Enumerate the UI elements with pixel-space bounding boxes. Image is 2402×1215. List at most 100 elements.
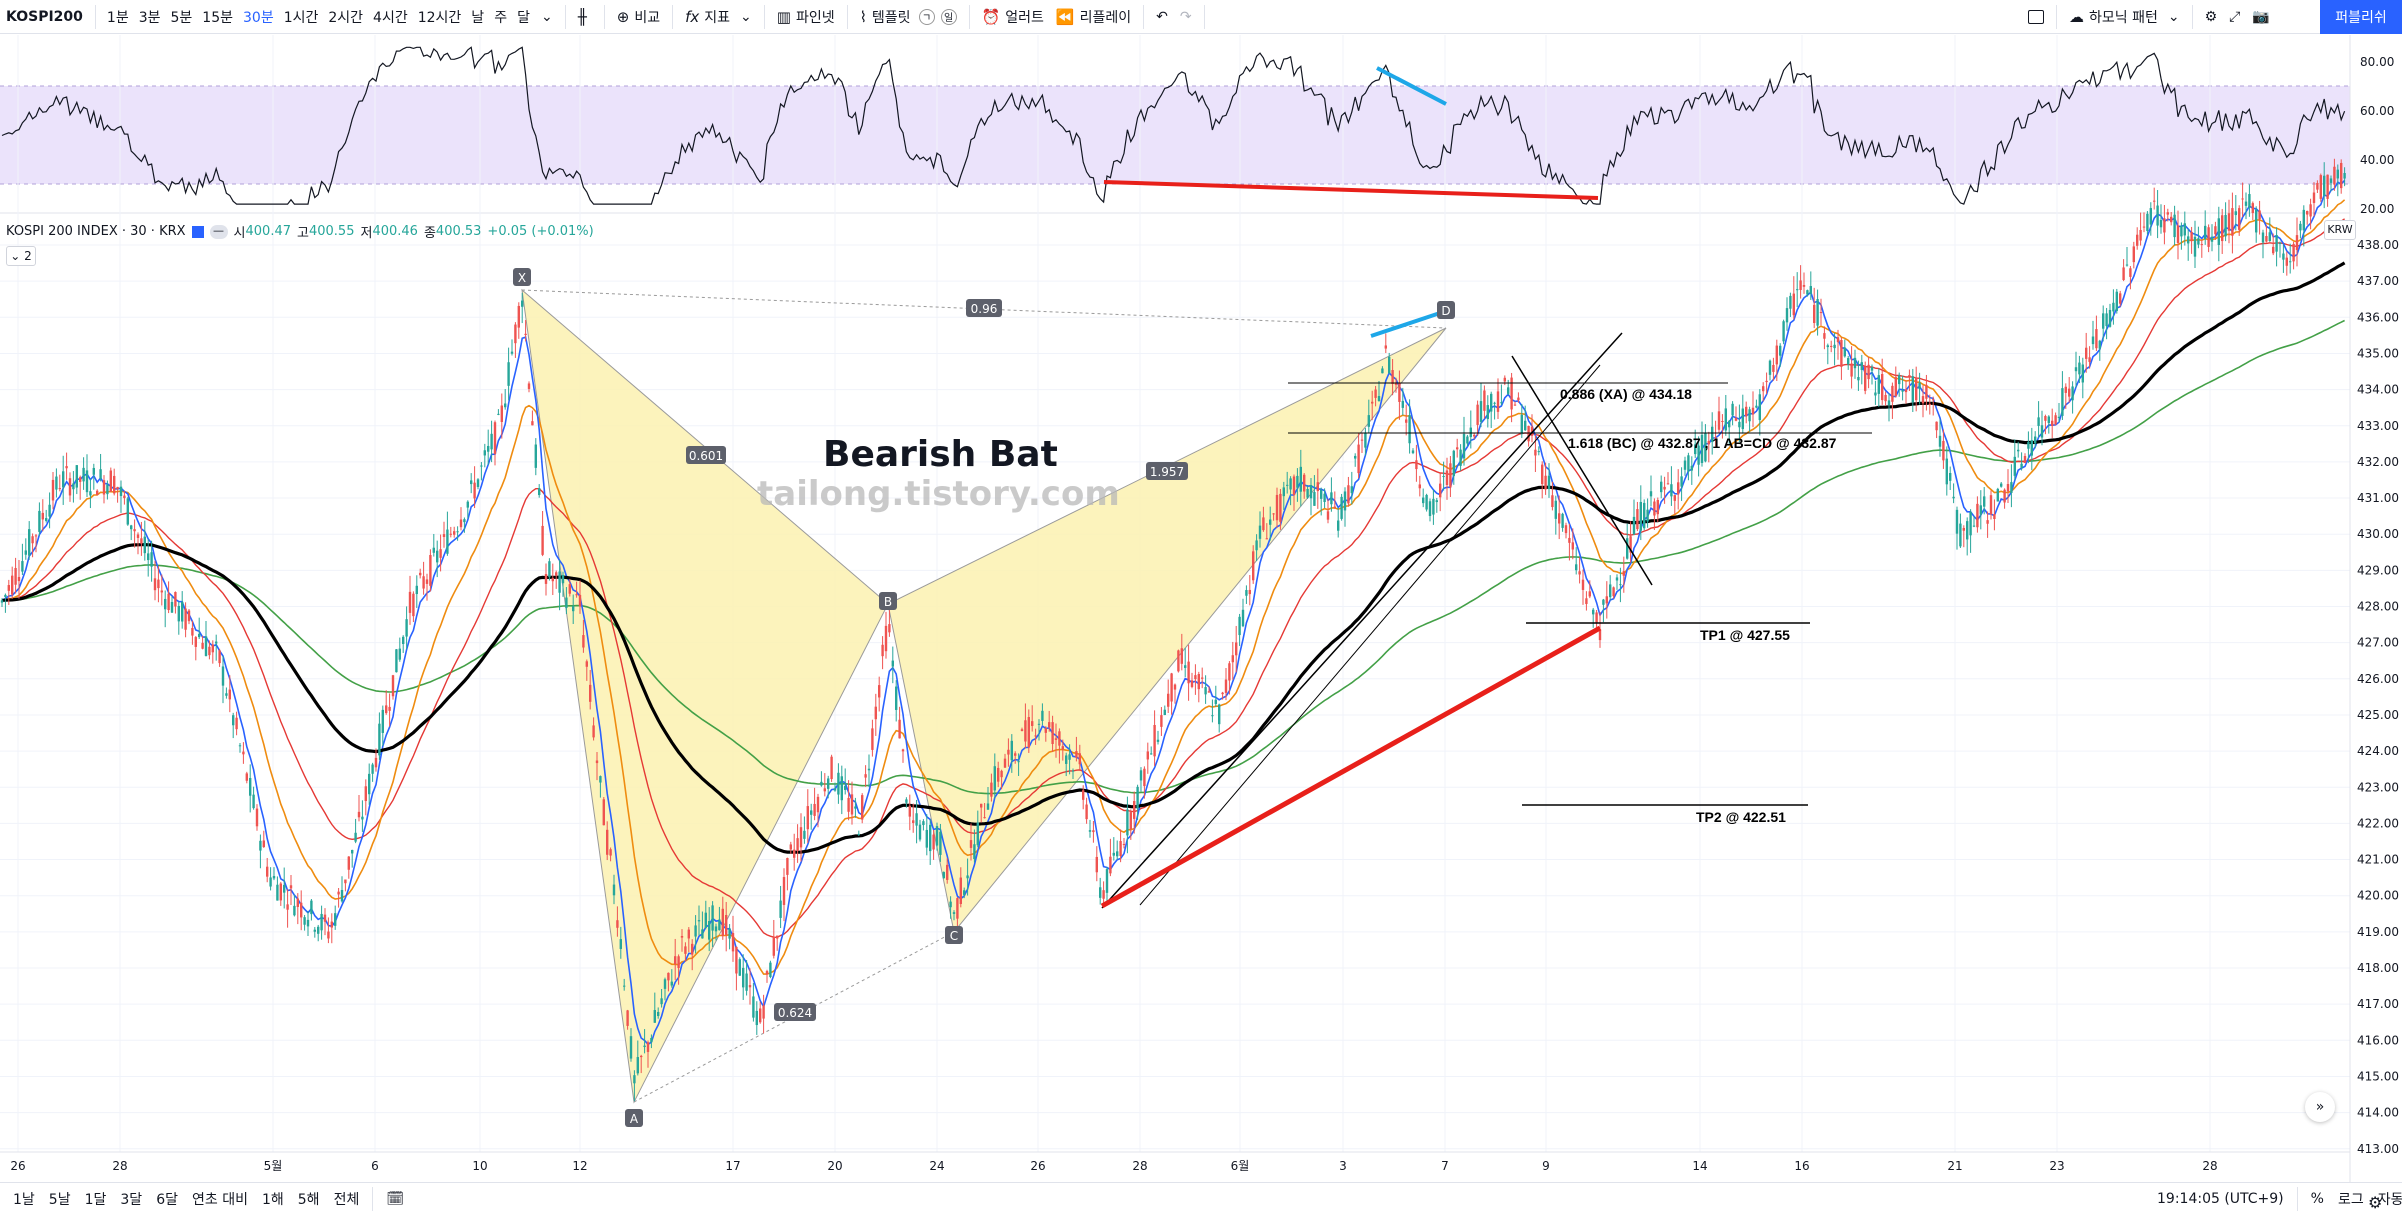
timeframe-9[interactable]: 날	[471, 9, 485, 26]
candle-body	[1364, 432, 1367, 448]
candle-body	[850, 794, 854, 815]
templates-button[interactable]: ⌇ 템플릿 ㄱ 일	[854, 0, 963, 34]
snapshot-button[interactable]: 📷	[2246, 0, 2275, 34]
candle-body	[442, 534, 446, 538]
trendline-1[interactable]	[1101, 332, 1623, 909]
replay-button[interactable]: ⏪ 리플레이	[1050, 0, 1137, 34]
gear-icon[interactable]: ⚙	[2368, 1193, 2383, 1212]
indicators-collapse-button[interactable]: ⌄ 2	[6, 246, 36, 266]
candle-body	[2102, 313, 2105, 329]
candle-body	[1966, 521, 1969, 540]
price-axis[interactable]: 438.00 437.00 436.00 435.00 434.00 433.00 432.…	[2357, 238, 2399, 1156]
candle-body	[2200, 244, 2203, 246]
range-1[interactable]: 5날	[48, 1192, 71, 1208]
redo-button[interactable]: ↷	[1174, 0, 1198, 34]
pine-button[interactable]: ▥ 파인넷	[771, 0, 841, 34]
support-trendline[interactable]	[1100, 625, 1602, 909]
candle-body	[140, 538, 143, 544]
log-toggle[interactable]: 로그	[2337, 1192, 2364, 1208]
candle-body	[1442, 476, 1445, 478]
timeframe-3[interactable]: 15분	[202, 9, 233, 26]
timeframe-1[interactable]: 3분	[138, 9, 161, 26]
trendline-3[interactable]	[1511, 355, 1653, 586]
candle-body	[1687, 455, 1690, 472]
candle-body	[1483, 390, 1486, 411]
range-8[interactable]: 전체	[333, 1192, 360, 1208]
range-2[interactable]: 1달	[84, 1192, 107, 1208]
range-7[interactable]: 5해	[297, 1192, 320, 1208]
range-3[interactable]: 3달	[120, 1192, 143, 1208]
timeframe-11[interactable]: 달	[517, 9, 530, 26]
candle-body	[1255, 540, 1258, 551]
timeframe-0[interactable]: 1분	[106, 9, 129, 26]
candle-body	[1456, 447, 1459, 450]
indicators-button[interactable]: fx 지표 ⌄	[679, 0, 758, 34]
timeframe-10[interactable]: 주	[494, 9, 508, 26]
timeframe-4[interactable]: 30분	[243, 9, 274, 26]
candle-body	[1772, 364, 1775, 372]
range-4[interactable]: 6달	[156, 1192, 178, 1208]
point-x-badge[interactable]: X	[513, 268, 531, 286]
hide-legend-button[interactable]: —	[209, 224, 228, 239]
scroll-to-realtime-button[interactable]: »	[2305, 1092, 2335, 1122]
point-b-badge[interactable]: B	[879, 592, 897, 610]
chart-type-button[interactable]: ╫	[572, 0, 598, 34]
harmonic-pattern-button[interactable]: ☁ 하모닉 패턴 ⌄	[2063, 0, 2186, 34]
clock-time[interactable]: 19:14:05 (UTC+9)	[2157, 1191, 2284, 1207]
timeframe-7[interactable]: 4시간	[373, 9, 408, 26]
fullscreen-layout-button[interactable]	[2022, 0, 2050, 34]
candle-body	[680, 936, 684, 938]
fullscreen-button[interactable]: ⤢	[2223, 0, 2246, 34]
timeframe-dropdown[interactable]: ⌄	[540, 8, 553, 25]
compare-button[interactable]: ⊕ 비교	[611, 0, 666, 34]
top-toolbar: KOSPI200 1분 3분 5분 15분 30분 1시간 2시간 4시간 12시간 날 주 달 ⌄ …	[0, 0, 2402, 34]
chart-canvas[interactable]: 0.886 (XA) @ 434.18 1.618 (BC) @ 432.87 …	[0, 35, 2402, 1182]
candle-body	[823, 788, 826, 792]
point-d-badge[interactable]: D	[1437, 301, 1455, 319]
candle-body	[684, 946, 687, 954]
range-0[interactable]: 1날	[13, 1192, 35, 1208]
candle-body	[558, 571, 561, 593]
auto-toggle[interactable]: 자동	[2377, 1192, 2402, 1208]
time-axis[interactable]: 26 28 5월 6 10 12 17 20 24 26 28 6월 3 7 9 14 16 21 23 28	[10, 1159, 2217, 1173]
candle-body	[963, 890, 966, 895]
candle-body	[561, 574, 565, 584]
rsi-divergence-line[interactable]	[1103, 180, 1599, 200]
candle-body	[585, 661, 588, 667]
rsi-axis[interactable]: 80.00 60.00 40.00 20.00	[2360, 55, 2394, 216]
timeframe-8[interactable]: 12시간	[417, 9, 462, 26]
currency-selector[interactable]: KRW	[2324, 220, 2356, 240]
candle-body	[1391, 370, 1394, 385]
symbol-search[interactable]: KOSPI200	[6, 8, 83, 25]
trendline-2[interactable]	[1139, 364, 1601, 906]
candle-body	[1578, 571, 1581, 575]
undo-button[interactable]: ↶	[1150, 0, 1174, 34]
candle-body	[1367, 415, 1370, 427]
publish-button[interactable]: 퍼블리쉬	[2320, 0, 2402, 34]
timeframe-5[interactable]: 1시간	[283, 9, 319, 26]
pattern-xab-triangle[interactable]	[521, 288, 889, 1104]
timeframe-6[interactable]: 2시간	[328, 9, 364, 26]
timeframe-2[interactable]: 5분	[170, 9, 193, 26]
candle-body	[1619, 584, 1622, 586]
percent-toggle[interactable]: %	[2310, 1191, 2324, 1207]
candle-body	[1527, 425, 1530, 442]
candle-body	[990, 782, 993, 797]
date-range-button[interactable]: 🗓	[379, 1191, 411, 1207]
point-a-badge[interactable]: A	[625, 1109, 643, 1127]
time-tick: 20	[827, 1159, 842, 1173]
range-6[interactable]: 1해	[261, 1192, 284, 1208]
point-c-badge[interactable]: C	[945, 926, 963, 944]
resistance-trendline[interactable]	[1370, 309, 1447, 338]
settings-button[interactable]: ⚙	[2199, 0, 2224, 34]
candle-body	[1891, 385, 1894, 402]
candle-body	[2312, 192, 2316, 203]
alert-button[interactable]: ⏰ 얼러트	[976, 0, 1050, 34]
rsi-trend-line[interactable]	[1376, 66, 1447, 106]
candle-body	[1041, 710, 1044, 721]
candle-body	[803, 830, 806, 839]
range-5[interactable]: 연초 대비	[191, 1192, 248, 1208]
candle-body	[395, 649, 398, 673]
candle-body	[738, 959, 741, 976]
candle-body	[2003, 489, 2006, 503]
